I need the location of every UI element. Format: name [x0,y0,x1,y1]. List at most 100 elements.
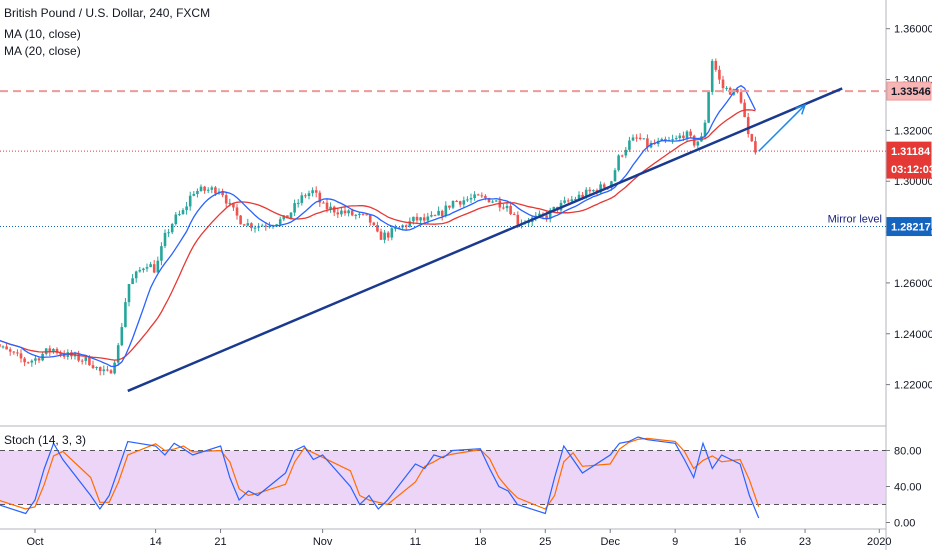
candle-body [574,199,577,201]
candle-body [570,199,574,202]
candle-body [721,79,725,89]
candle-body [152,264,156,273]
candle-body [422,217,426,221]
candle-body [34,358,37,361]
price-tick-label: 1.32000 [894,125,932,137]
resistance-price-label-bg [886,81,932,101]
candle-body [581,194,584,198]
candle-body [718,69,721,80]
candle-body [628,140,631,150]
candle-body [52,348,55,352]
candle-body [365,214,368,216]
projection-arrowhead [795,103,807,115]
candle-body [314,190,318,193]
stoch-band [0,450,886,505]
candle-body [545,215,548,219]
candle-body [469,198,473,200]
candle-body [620,155,624,157]
candle-body [466,199,469,201]
candle-body [170,224,174,233]
candle-body [376,225,379,232]
candle-body [664,138,667,141]
candle-body [23,358,26,363]
candle-body [577,194,581,200]
candle-body [196,190,199,194]
candle-body [77,353,80,361]
time-tick-label: 18 [474,536,486,548]
projection-arrow-line [758,104,806,152]
candle-body [340,210,343,215]
candle-body [487,198,491,203]
candle-body [674,138,678,140]
current-price-label: 1.31184 [891,146,931,158]
candle-body [318,192,322,203]
candle-body [451,200,455,208]
candle-body [289,212,293,219]
candle-body [361,213,365,215]
candle-body [131,278,134,285]
candle-body [502,207,505,209]
countdown-label-bg [886,159,932,179]
candle-body [138,270,142,272]
candle-body [710,60,714,92]
candle-body [610,181,613,188]
candle-body [707,91,710,123]
candle-body [448,205,451,208]
candle-body [228,202,232,204]
candle-body [509,205,512,215]
time-tick-label: 16 [734,536,746,548]
candle-body [325,202,329,210]
candle-body [102,369,106,372]
candle-body [134,271,138,279]
stoch-tick-label: 0.00 [894,518,915,530]
candle-body [332,206,336,213]
candle-body [174,214,178,225]
candle-body [671,139,674,141]
candle-body [224,195,228,204]
candle-body [0,343,1,347]
time-tick-label: 25 [539,536,551,548]
candle-body [214,187,217,194]
candle-body [484,195,487,199]
candle-body [185,206,188,211]
candle-body [602,184,606,188]
candle-body [62,354,66,357]
candle-body [538,213,541,216]
candle-body [329,206,332,210]
candle-body [739,92,743,103]
candle-body [444,205,448,217]
candle-body [631,137,635,141]
candle-body [95,367,98,369]
candle-body [635,137,638,139]
candle-body [192,193,196,196]
candle-body [37,358,41,361]
candle-body [390,228,394,238]
time-tick-label: Dec [600,536,620,548]
price-tick-label: 1.36000 [894,24,932,36]
trendline [127,87,843,393]
candle-body [55,348,59,353]
candle-body [599,184,602,193]
time-tick-label: 14 [149,536,161,548]
candle-body [145,267,149,269]
candle-body [750,134,754,142]
candle-body [440,210,444,217]
stoch-legend: Stoch (14, 3, 3) [4,433,87,447]
candle-body [368,214,372,223]
candle-body [548,209,552,219]
candle-body [646,138,649,148]
candle-body [397,227,401,229]
candle-body [386,232,390,238]
candle-body [476,194,480,196]
candle-body [322,202,325,204]
candle-body [592,190,595,192]
stoch-tick-label: 40.00 [894,482,922,494]
candle-body [736,89,739,93]
candle-body [1,346,5,348]
price-tick-label: 1.22000 [894,380,932,392]
candle-body [210,187,214,190]
candle-body [253,227,257,229]
candle-body [412,216,415,222]
